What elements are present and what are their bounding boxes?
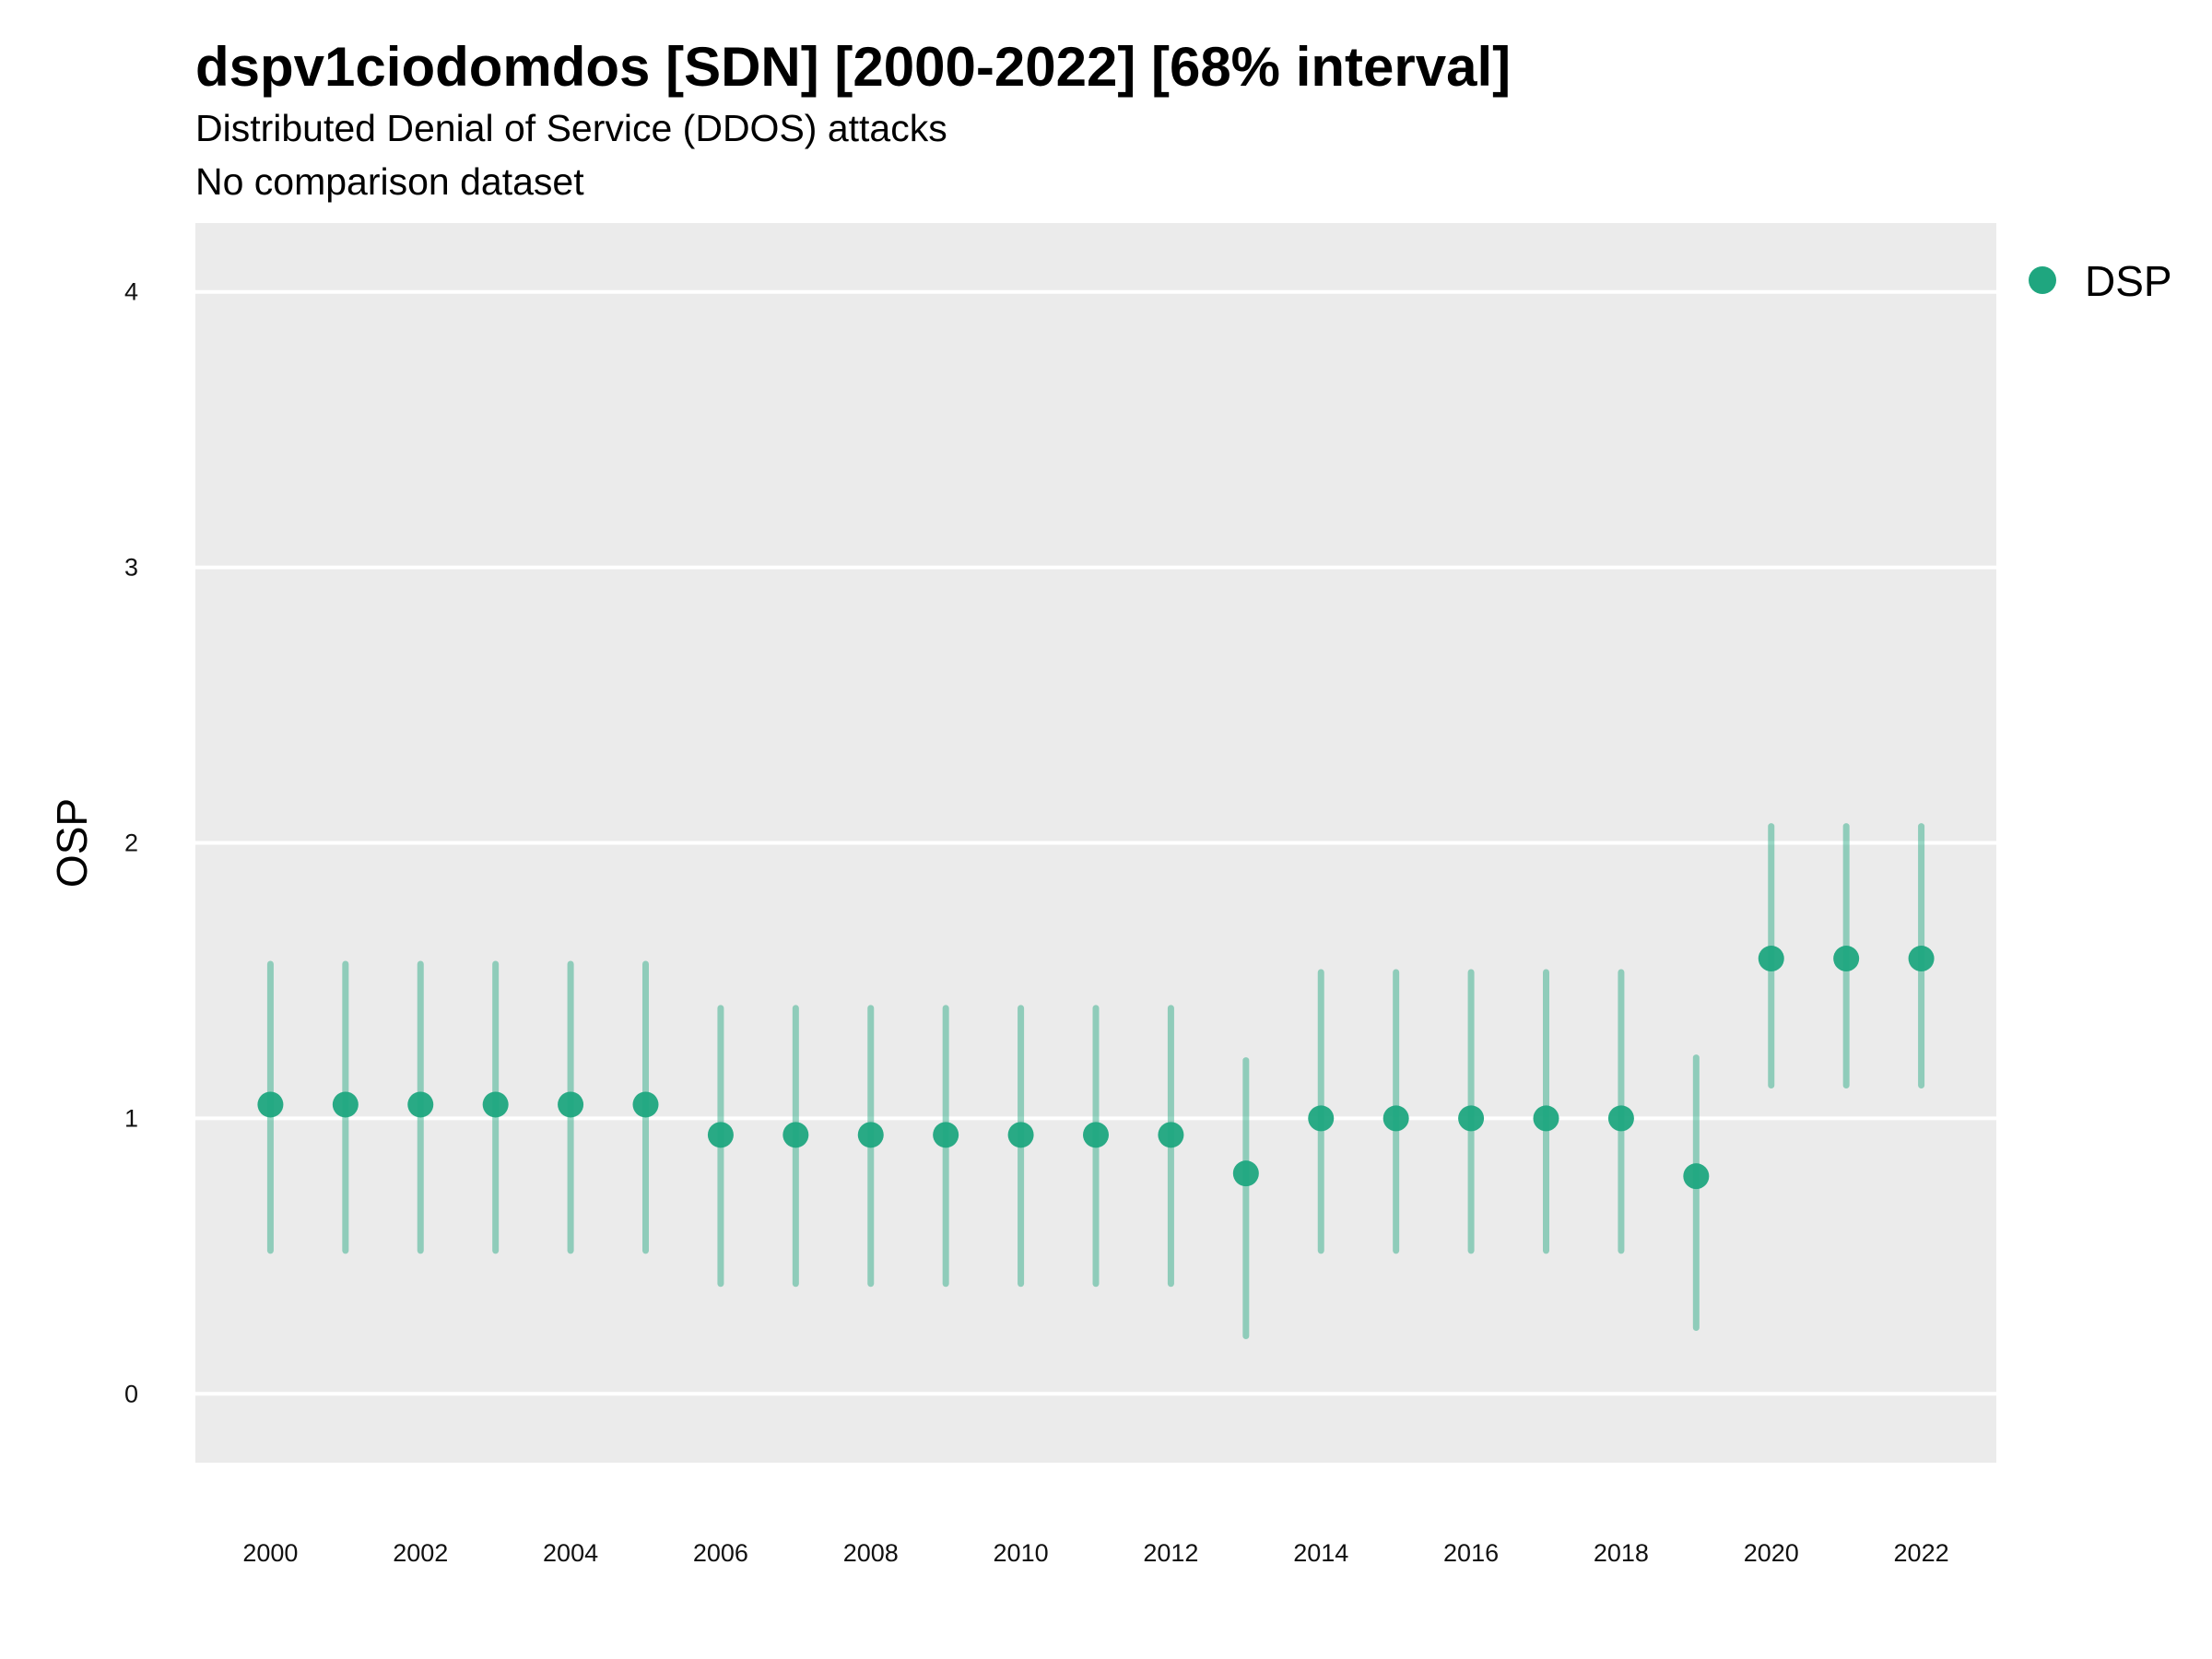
data-point (857, 1122, 884, 1148)
data-point (1158, 1122, 1184, 1148)
data-point (1308, 1105, 1335, 1132)
data-point (558, 1091, 584, 1118)
grid-lines (195, 289, 1996, 1396)
legend-key-dsp (2029, 266, 2056, 294)
data-point (707, 1122, 734, 1148)
data-point (1083, 1122, 1109, 1148)
data-point (407, 1091, 434, 1118)
data-point (1458, 1105, 1485, 1132)
data-point (1607, 1105, 1634, 1132)
data-point (482, 1091, 509, 1118)
x-tick-label: 2016 (1443, 1539, 1499, 1567)
x-tick-label: 2008 (843, 1539, 899, 1567)
data-point (782, 1122, 809, 1148)
data-point (1908, 946, 1935, 972)
data-point (933, 1122, 959, 1148)
legend-label-dsp: DSP (2085, 257, 2172, 305)
chart-subtitle: Distributed Denial of Service (DDOS) att… (195, 107, 947, 149)
data-point (1382, 1105, 1409, 1132)
x-tick-label: 2002 (393, 1539, 448, 1567)
data-point (332, 1091, 359, 1118)
data-points (257, 946, 1935, 1190)
data-point (257, 1091, 284, 1118)
data-point (1533, 1105, 1559, 1132)
y-axis-ticks: 0 1 2 3 4 (124, 278, 138, 1408)
x-tick-label: 2014 (1293, 1539, 1348, 1567)
y-tick-label: 4 (124, 278, 138, 306)
y-tick-label: 3 (124, 554, 138, 582)
data-point (632, 1091, 659, 1118)
chart-title: dspv1ciodomdos [SDN] [2000-2022] [68% in… (195, 36, 1512, 98)
y-tick-label: 0 (124, 1380, 138, 1407)
x-tick-label: 2010 (994, 1539, 1049, 1567)
x-tick-label: 2004 (543, 1539, 598, 1567)
x-tick-label: 2000 (242, 1539, 298, 1567)
data-point (1232, 1160, 1259, 1187)
x-tick-label: 2020 (1744, 1539, 1799, 1567)
y-axis-title: OSP (48, 798, 96, 888)
data-point (1007, 1122, 1034, 1148)
x-tick-label: 2018 (1594, 1539, 1649, 1567)
y-tick-label: 2 (124, 830, 138, 857)
legend: DSP (2029, 257, 2172, 305)
data-point (1758, 946, 1784, 972)
y-tick-label: 1 (124, 1104, 138, 1132)
chart-caption: No comparison dataset (195, 160, 584, 203)
x-tick-label: 2012 (1143, 1539, 1198, 1567)
x-axis-ticks: 2000 2002 2004 2006 2008 2010 2012 2014 2016 2018… (242, 1539, 1948, 1567)
data-point (1683, 1163, 1710, 1190)
x-tick-label: 2006 (693, 1539, 748, 1567)
data-point (1833, 946, 1860, 972)
x-tick-label: 2022 (1894, 1539, 1949, 1567)
